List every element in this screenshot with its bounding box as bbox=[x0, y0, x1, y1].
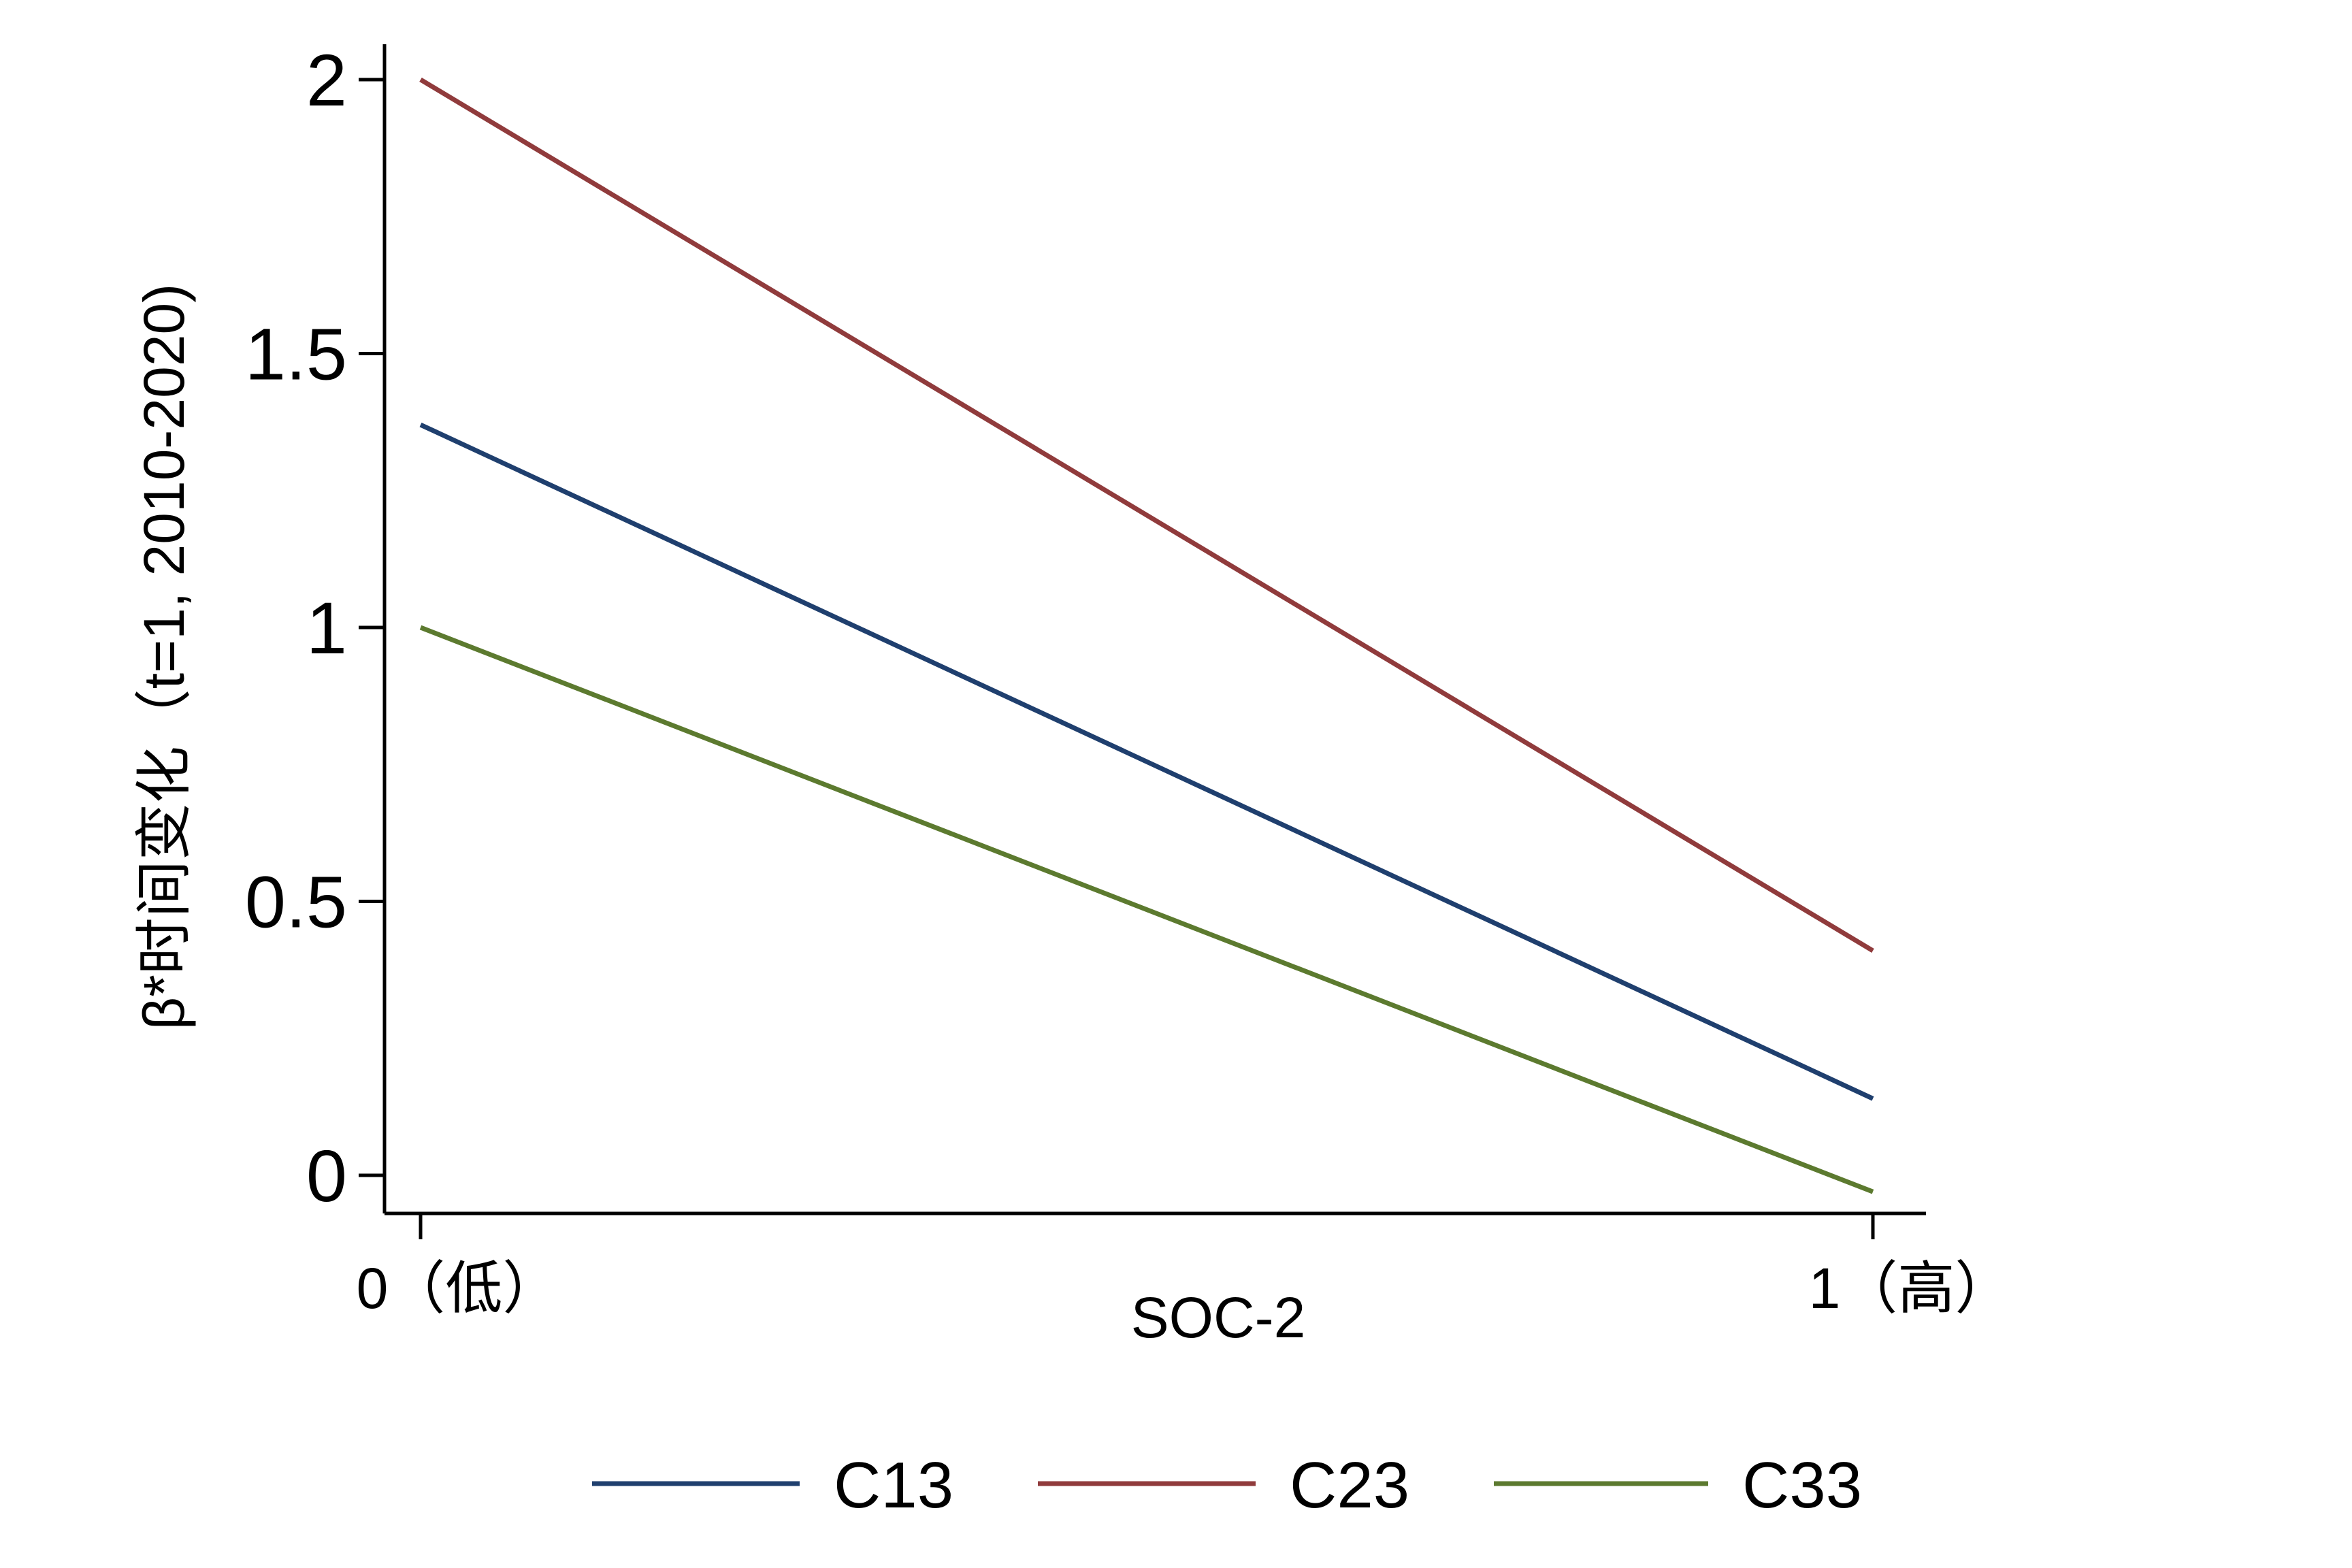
legend-item-c33: C33 bbox=[1494, 1449, 1862, 1522]
y-ticks: 0 0.5 1 1.5 2 bbox=[245, 39, 385, 1217]
legend-label: C13 bbox=[834, 1449, 953, 1522]
legend-label: C33 bbox=[1742, 1449, 1862, 1522]
y-tick-label: 1 bbox=[306, 587, 347, 669]
series-line-c23 bbox=[419, 77, 1874, 953]
y-tick-label: 2 bbox=[306, 39, 347, 121]
y-tick-label: 0.5 bbox=[245, 861, 347, 943]
series-line-c13 bbox=[419, 422, 1874, 1101]
legend: C13 C23 C33 bbox=[592, 1449, 1862, 1522]
x-tick-label: 1（高） bbox=[1809, 1256, 2012, 1320]
x-ticks: 0（低） 1（高） bbox=[357, 1213, 2012, 1320]
x-axis-title: SOC-2 bbox=[1131, 1286, 1306, 1350]
y-axis-title: β*时间变化（t=1, 2010-2020) bbox=[132, 284, 196, 1030]
legend-item-c23: C23 bbox=[1038, 1449, 1409, 1522]
legend-item-c13: C13 bbox=[592, 1449, 953, 1522]
y-tick-label: 1.5 bbox=[245, 313, 347, 395]
legend-label: C23 bbox=[1290, 1449, 1409, 1522]
axes bbox=[382, 44, 1926, 1215]
x-tick-label: 0（低） bbox=[357, 1256, 560, 1320]
y-tick-label: 0 bbox=[306, 1134, 347, 1217]
series-lines bbox=[419, 77, 1874, 1194]
series-line-c33 bbox=[419, 625, 1874, 1194]
